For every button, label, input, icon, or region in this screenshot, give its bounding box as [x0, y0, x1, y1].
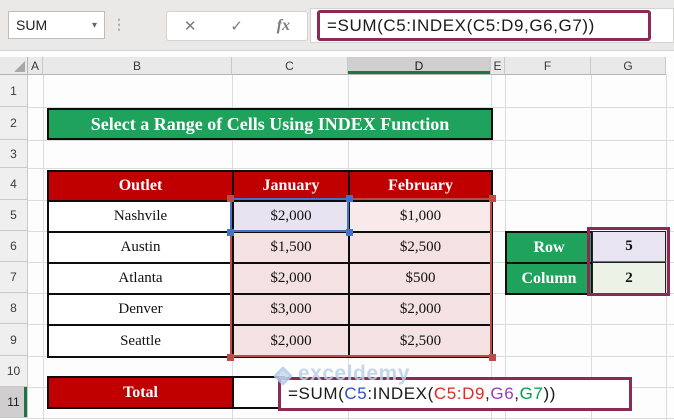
- formula-part: G6: [490, 384, 515, 403]
- table-cell[interactable]: $3,000: [232, 293, 350, 326]
- name-box-value: SUM: [16, 17, 48, 33]
- formula-highlight-box: =SUM(C5:INDEX(C5:D9,G6,G7)): [317, 10, 651, 41]
- formula-part: ,: [485, 384, 491, 403]
- formula-part: =SUM(: [288, 384, 345, 403]
- column-header-B[interactable]: B: [43, 57, 232, 75]
- row-header-1[interactable]: 1: [0, 75, 28, 107]
- table-cell[interactable]: Atlanta: [47, 262, 234, 295]
- title-banner-cell[interactable]: Select a Range of Cells Using INDEX Func…: [47, 108, 493, 140]
- row-header-2[interactable]: 2: [0, 107, 28, 140]
- formula-part: ,: [514, 384, 520, 403]
- column-header-G[interactable]: G: [591, 57, 666, 75]
- formula-button-group: ✕ ✓ fx: [166, 11, 308, 41]
- row-header-11[interactable]: 11: [0, 387, 28, 418]
- insert-function-icon[interactable]: fx: [276, 17, 291, 34]
- select-all-triangle-icon: [14, 61, 25, 72]
- row-header-8[interactable]: 8: [0, 293, 28, 324]
- row-header-5[interactable]: 5: [0, 200, 28, 231]
- table-cell[interactable]: Nashvile: [47, 200, 234, 233]
- column-value-cell[interactable]: 2: [592, 262, 666, 294]
- row-value-cell[interactable]: 5: [592, 231, 666, 263]
- enter-icon[interactable]: ✓: [230, 17, 243, 35]
- table-cell[interactable]: Seattle: [47, 324, 234, 358]
- table-cell[interactable]: $2,500: [348, 231, 493, 264]
- table-cell[interactable]: $2,000: [232, 262, 350, 295]
- row-label-cell[interactable]: Row: [505, 231, 593, 264]
- table-cell[interactable]: Denver: [47, 293, 234, 326]
- table-cell[interactable]: Austin: [47, 231, 234, 264]
- formula-part: C5: [344, 384, 368, 403]
- row-header-7[interactable]: 7: [0, 262, 28, 293]
- gridline: [28, 168, 674, 169]
- gridline: [28, 418, 674, 419]
- formula-bar[interactable]: =SUM(C5:INDEX(C5:D9,G6,G7)): [310, 8, 674, 43]
- formula-bar-text: =SUM(C5:INDEX(C5:D9,G6,G7)): [327, 15, 595, 35]
- column-header-C[interactable]: C: [232, 57, 348, 75]
- gridline: [28, 140, 674, 141]
- column-header-A[interactable]: A: [28, 57, 43, 75]
- column-header-D[interactable]: D: [348, 57, 491, 75]
- gridline: [43, 75, 44, 420]
- table-cell[interactable]: $2,000: [232, 200, 350, 233]
- table-cell[interactable]: $1,000: [348, 200, 493, 233]
- table-cell[interactable]: $2,500: [348, 324, 493, 358]
- formula-part: :INDEX(: [367, 384, 434, 403]
- column-label-cell[interactable]: Column: [505, 262, 593, 295]
- select-all-corner[interactable]: [0, 57, 28, 75]
- formula-part: C5:D9: [433, 384, 486, 403]
- column-header-F[interactable]: F: [505, 57, 591, 75]
- cancel-icon[interactable]: ✕: [183, 17, 197, 35]
- table-cell[interactable]: $1,500: [232, 231, 350, 264]
- total-label-cell[interactable]: Total: [47, 376, 234, 409]
- table-header-cell[interactable]: February: [348, 170, 493, 202]
- table-cell[interactable]: $500: [348, 262, 493, 295]
- row-header-9[interactable]: 9: [0, 324, 28, 356]
- gridline: [28, 107, 674, 108]
- gridline: [666, 75, 667, 420]
- row-header-6[interactable]: 6: [0, 231, 28, 262]
- row-header-3[interactable]: 3: [0, 140, 28, 168]
- table-cell[interactable]: $2,000: [232, 324, 350, 358]
- name-box[interactable]: SUM ▾: [8, 11, 105, 39]
- column-header-E[interactable]: E: [491, 57, 505, 75]
- table-header-cell[interactable]: Outlet: [47, 170, 234, 202]
- table-cell[interactable]: $2,000: [348, 293, 493, 326]
- row-header-10[interactable]: 10: [0, 356, 28, 387]
- formula-bar-drag-handle-icon: ⋮: [112, 16, 126, 32]
- formula-part: G7: [519, 384, 544, 403]
- name-box-dropdown-icon[interactable]: ▾: [91, 19, 97, 31]
- table-header-cell[interactable]: January: [232, 170, 350, 202]
- cell-formula-editor[interactable]: =SUM(C5:INDEX(C5:D9, G6, G7)): [278, 377, 632, 411]
- formula-part: )): [543, 384, 557, 403]
- row-header-4[interactable]: 4: [0, 168, 28, 200]
- formula-toolbar: SUM ▾ ⋮ ✕ ✓ fx =SUM(C5:INDEX(C5:D9,G6,G7…: [0, 0, 674, 51]
